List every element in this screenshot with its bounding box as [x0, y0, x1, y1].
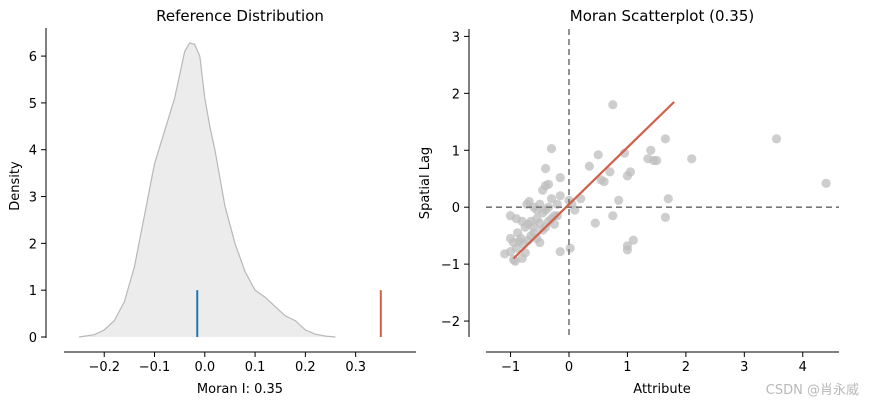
scatter-point [660, 212, 671, 222]
scatter-point [625, 167, 636, 177]
scatter-point [546, 194, 557, 204]
scatter-point [565, 243, 575, 253]
left-y-ticks: 0 1 2 3 4 5 6 [29, 50, 46, 346]
left-x-tick-label: −0.2 [88, 360, 120, 375]
scatter-point [543, 179, 554, 189]
scatter-point [622, 245, 633, 255]
left-x-axis-label: Moran I: 0.35 [197, 382, 283, 397]
scatter-point [605, 167, 615, 177]
moran-scatterplot-chart: Moran Scatterplot (0.35) −1 0 1 2 3 4 −2 −1 0 1 2… [418, 7, 839, 397]
left-y-tick-label: 4 [29, 144, 37, 159]
right-x-tick-label: 0 [565, 360, 573, 375]
scatter-point [771, 134, 782, 144]
scatter-point [546, 144, 557, 154]
right-x-tick-label: 2 [682, 360, 690, 375]
scatter-point [555, 173, 565, 183]
scatter-point [608, 211, 618, 221]
regression-line [512, 101, 675, 260]
right-x-tick-label: 4 [799, 360, 807, 375]
left-y-tick-label: 1 [29, 284, 37, 299]
reference-distribution-chart: Reference Distribution −0.2 −0.1 0.0 0.1 0.2… [8, 7, 416, 397]
left-y-tick-label: 5 [29, 97, 37, 112]
scatter-point [555, 191, 565, 201]
scatter-point [646, 145, 656, 155]
scatter-point [549, 211, 560, 221]
right-y-axis-label: Spatial Lag [418, 147, 433, 219]
scatter-point [508, 237, 519, 248]
right-y-tick-label: 2 [452, 87, 460, 102]
right-y-ticks: −2 −1 0 1 2 3 [441, 30, 469, 330]
scatter-point [652, 155, 662, 166]
right-chart-marks [486, 29, 839, 337]
scatter-point [520, 222, 530, 232]
left-x-ticks: −0.2 −0.1 0.0 0.1 0.2 0.3 [88, 352, 366, 375]
scatter-point [510, 256, 520, 266]
right-y-tick-label: −2 [441, 315, 460, 330]
right-x-axis-label: Attribute [633, 382, 690, 397]
right-y-tick-label: −1 [441, 258, 460, 273]
left-y-tick-label: 3 [29, 191, 37, 206]
left-x-tick-label: 0.2 [295, 360, 316, 375]
scatter-point [614, 195, 624, 205]
left-y-axis-label: Density [8, 161, 23, 211]
scatter-point [541, 163, 551, 174]
left-y-tick-label: 2 [29, 237, 37, 252]
scatter-point [590, 218, 600, 228]
scatter-point [535, 237, 545, 248]
watermark-text: CSDN @肖永威 [766, 383, 859, 398]
scatter-point [535, 218, 545, 228]
right-y-tick-label: 1 [452, 144, 460, 159]
left-y-tick-label: 6 [29, 50, 37, 65]
right-x-ticks: −1 0 1 2 3 4 [501, 352, 807, 375]
scatter-point [663, 194, 673, 204]
scatter-point [608, 100, 618, 110]
scatter-point [584, 161, 595, 171]
scatter-point [555, 247, 565, 257]
scatter-point [821, 178, 831, 188]
scatter-point [593, 150, 603, 160]
right-x-tick-label: 3 [740, 360, 748, 375]
scatter-point [687, 154, 697, 164]
right-x-tick-label: 1 [623, 360, 631, 375]
left-y-tick-label: 0 [29, 331, 37, 346]
left-chart-marks [79, 42, 382, 338]
left-x-tick-label: 0.3 [345, 360, 366, 375]
left-x-tick-label: −0.1 [139, 360, 171, 375]
left-x-tick-label: 0.0 [194, 360, 215, 375]
left-x-tick-label: 0.1 [245, 360, 266, 375]
density-curve-line [79, 42, 336, 338]
right-y-tick-label: 3 [452, 30, 460, 45]
left-chart-title: Reference Distribution [156, 7, 324, 25]
scatter-point [619, 148, 630, 158]
scatter-point [599, 177, 609, 187]
right-x-tick-label: −1 [501, 360, 520, 375]
scatter-point [660, 134, 671, 144]
scatter-point [628, 235, 638, 245]
right-y-tick-label: 0 [452, 201, 460, 216]
density-fill-area [79, 43, 336, 337]
right-chart-title: Moran Scatterplot (0.35) [570, 7, 755, 25]
